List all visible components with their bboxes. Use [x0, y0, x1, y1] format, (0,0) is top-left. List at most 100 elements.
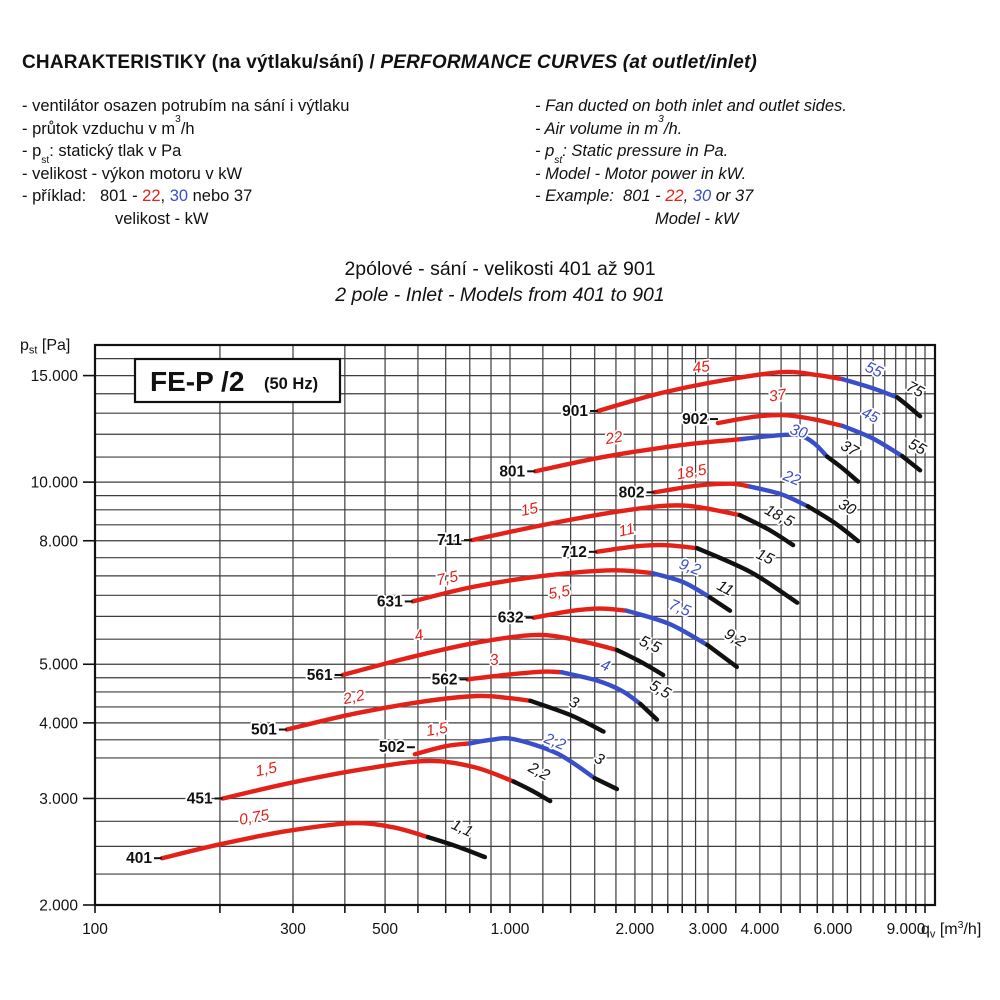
- power-label-561-4: 4: [413, 627, 425, 645]
- curve-segment-red: [595, 369, 846, 414]
- page-title: CHARAKTERISTIKY (na výtlaku/sání) / PERF…: [22, 52, 982, 74]
- y-axis-label: 10.000: [31, 475, 79, 492]
- x-axis-label: 500: [372, 921, 398, 938]
- text-segment: 22: [665, 187, 684, 205]
- y-axis-label: 15.000: [31, 368, 79, 385]
- power-label-502-3: 3: [591, 750, 607, 769]
- x-axis-label: 3.000: [689, 921, 728, 938]
- bullet-line: - průtok vzduchu v m3/h: [22, 115, 502, 141]
- text-segment: - velikost - výkon motoru v kW: [22, 164, 243, 183]
- text-segment: : Static pressure in Pa.: [562, 142, 729, 160]
- power-label-562-4: 4: [598, 656, 613, 675]
- text-segment: 22: [142, 187, 161, 205]
- power-label-632-5,5: 5,5: [547, 583, 572, 604]
- text-segment: - příklad:: [22, 187, 100, 205]
- curve-segment-black: [705, 642, 739, 670]
- curve-segment-blue: [467, 735, 597, 781]
- notes-english: - Fan ducted on both inlet and outlet si…: [535, 95, 995, 230]
- curve-segment-red: [715, 412, 846, 429]
- text-segment: 30: [692, 187, 712, 205]
- power-label-401-0,75: 0,75: [238, 807, 271, 829]
- bullet-line: - Air volume in m3/h.: [535, 115, 995, 141]
- text-segment: 3: [658, 114, 664, 126]
- text-segment: - průtok vzduchu v m: [22, 119, 176, 138]
- subtitle-czech: 2pólové - sání - velikosti 401 až 901: [344, 258, 656, 280]
- power-label-631-11: 11: [714, 577, 736, 600]
- power-label-712-11: 11: [617, 521, 636, 541]
- curve-segment-red: [652, 481, 753, 495]
- x-axis-label: 2.000: [616, 921, 655, 938]
- notes-czech: - ventilátor osazen potrubím na sání i v…: [22, 95, 502, 230]
- text-segment: 3: [175, 114, 181, 126]
- text-segment: - Model - Motor power in kW.: [535, 164, 747, 183]
- curve-segment-black: [528, 698, 606, 734]
- bullet-line: - pst: Static pressure in Pa.: [535, 140, 995, 165]
- chart-title-model: FE-P /2: [150, 366, 244, 397]
- model-label-712: 712: [561, 544, 587, 561]
- text-segment: or 37: [711, 187, 754, 205]
- text-segment: Model - kW: [655, 209, 739, 228]
- power-label-451-2,2: 2,2: [525, 759, 553, 785]
- curve-segment-red: [284, 693, 533, 732]
- title-czech: CHARAKTERISTIKY (na výtlaku/sání): [22, 52, 364, 73]
- curve-501: 501 2,2 3: [249, 685, 606, 740]
- text-segment: st: [41, 154, 50, 166]
- x-axis-label: 100: [82, 921, 108, 938]
- text-segment: /h.: [663, 119, 683, 138]
- curve-segment-black: [614, 647, 666, 678]
- bullet-line: - Model - Motor power in kW.: [535, 163, 995, 186]
- curve-segment-red: [159, 820, 431, 861]
- model-label-401: 401: [126, 850, 152, 867]
- power-label-902-45: 45: [859, 404, 882, 427]
- title-english: PERFORMANCE CURVES (at outlet/inlet): [380, 52, 758, 73]
- curve-segment-blue: [739, 432, 830, 459]
- curve-segment-blue: [624, 608, 710, 648]
- curve-segment-blue: [650, 571, 712, 600]
- model-label-631: 631: [377, 593, 403, 610]
- text-segment: 801 -: [623, 187, 666, 205]
- model-label-561: 561: [307, 667, 333, 684]
- plot-border: [93, 343, 937, 907]
- power-label-801-22: 22: [603, 428, 624, 448]
- chart-subtitle: 2pólové - sání - velikosti 401 až 901 2 …: [0, 256, 1000, 308]
- power-label-501-3: 3: [566, 693, 581, 712]
- text-segment: ,: [683, 187, 693, 205]
- curve-segment-red: [410, 568, 656, 604]
- curve-segment-black: [707, 595, 733, 613]
- y-axis-label: 5.000: [39, 657, 78, 674]
- power-label-901-75: 75: [903, 378, 927, 401]
- chart-title-box: [133, 357, 342, 404]
- chart-title-frequency: (50 Hz): [264, 375, 318, 393]
- text-segment: - Air volume in m: [535, 119, 659, 138]
- curve-segment-blue: [840, 423, 905, 459]
- x-axis-label: 1.000: [491, 921, 530, 938]
- curve-segment-black: [592, 776, 620, 792]
- title-separator: /: [363, 52, 381, 73]
- power-label-561-5,5: 5,5: [637, 633, 664, 658]
- curve-561: 561 4 5,5: [305, 625, 666, 686]
- subtitle-english: 2 pole - Inlet - Models from 401 to 901: [335, 284, 665, 306]
- curve-segment-red: [465, 669, 564, 682]
- bullet-line: - příklad: 801 - 22, 30 nebo 37: [22, 185, 502, 208]
- curve-segment-blue: [840, 377, 900, 400]
- curve-segment-black: [511, 779, 553, 804]
- text-segment: /h: [180, 119, 195, 138]
- model-label-632: 632: [498, 610, 524, 627]
- bullet-line: velikost - kW: [22, 208, 502, 231]
- curve-segment-black: [824, 454, 861, 484]
- text-segment: nebo 37: [188, 187, 253, 205]
- curve-segment-red: [220, 758, 516, 801]
- curve-segment-black: [895, 395, 923, 419]
- curve-segment-blue: [559, 670, 643, 707]
- text-segment: 30: [169, 187, 189, 205]
- y-axis-label: 3.000: [39, 791, 78, 808]
- curve-451: 451 1,5 2,2: [185, 757, 555, 809]
- power-label-501-2,2: 2,2: [341, 687, 367, 708]
- bullet-line: - velikost - výkon motoru v kW: [22, 163, 502, 186]
- y-axis-title: pst [Pa]: [20, 337, 70, 357]
- power-label-562-3: 3: [488, 651, 500, 669]
- bullet-line: - Fan ducted on both inlet and outlet si…: [535, 95, 995, 118]
